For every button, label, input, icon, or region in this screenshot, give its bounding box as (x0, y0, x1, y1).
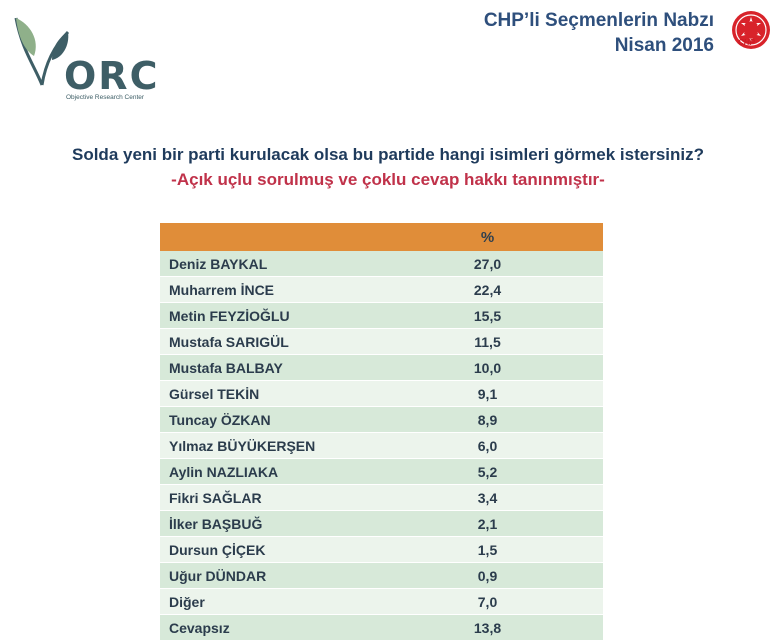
row-value-cell: 13,8 (473, 619, 502, 636)
row-name-cell: Aylin NAZLIAKA (169, 463, 279, 480)
table-row: Aylin NAZLIAKA 5,2 (160, 459, 603, 485)
table-row: Uğur DÜNDAR 0,9 (160, 563, 603, 589)
row-value-cell: 7,0 (477, 593, 498, 610)
table-row: İlker BAŞBUĞ 2,1 (160, 511, 603, 537)
row-name-cell: Muharrem İNCE (169, 281, 275, 298)
row-value-cell: 27,0 (473, 255, 502, 272)
table-row: Dursun ÇİÇEK 1,5 (160, 537, 603, 563)
report-title-line2: Nisan 2016 (614, 35, 714, 56)
report-title: CHP’li Seçmenlerin Nabzı Nisan 2016 (484, 8, 714, 58)
row-name-cell: Fikri SAĞLAR (169, 489, 262, 506)
orc-logo: ORC Objective Research Center (12, 10, 162, 101)
results-table: % Deniz BAYKAL 27,0 Muharrem İNCE 22,4 Metin… (160, 223, 603, 641)
table-row: Deniz BAYKAL 27,0 (160, 251, 603, 277)
row-value-cell: 15,5 (473, 307, 502, 324)
row-value-cell: 22,4 (473, 281, 502, 298)
row-value-cell: 0,9 (477, 567, 498, 584)
table-row: Gürsel TEKİN 9,1 (160, 381, 603, 407)
table-row: Cevapsız 13,8 (160, 615, 603, 641)
row-value-cell: 10,0 (473, 359, 502, 376)
logo-subtitle: Objective Research Center (66, 94, 145, 101)
row-value-cell: 11,5 (474, 333, 501, 350)
question-note: -Açık uçlu sorulmuş ve çoklu cevap hakkı… (171, 170, 605, 189)
row-name-cell: Cevapsız (169, 619, 230, 636)
row-name-cell: Tuncay ÖZKAN (169, 411, 271, 428)
table-row: Fikri SAĞLAR 3,4 (160, 485, 603, 511)
row-value-cell: 8,9 (477, 411, 498, 428)
table-row: Mustafa SARIGÜL 11,5 (160, 329, 603, 355)
report-title-line1: CHP’li Seçmenlerin Nabzı (483, 10, 714, 31)
chp-label: CHP (738, 38, 755, 47)
row-value-cell: 6,0 (477, 437, 498, 454)
table-row: Metin FEYZİOĞLU 15,5 (160, 303, 603, 329)
leaf-logo-icon (14, 17, 70, 86)
chp-emblem-icon (732, 11, 770, 49)
row-name-cell: İlker BAŞBUĞ (169, 515, 263, 532)
table-row: Diğer 7,0 (160, 589, 603, 615)
table-row: Mustafa BALBAY 10,0 (160, 355, 603, 381)
row-name-cell: Dursun ÇİÇEK (169, 541, 266, 558)
row-name-cell: Deniz BAYKAL (169, 255, 268, 272)
chp-logo: CHP (730, 8, 772, 60)
table-row: Muharrem İNCE 22,4 (160, 277, 603, 303)
row-name-cell: Mustafa SARIGÜL (169, 333, 289, 350)
question-text: Solda yeni bir parti kurulacak olsa bu p… (71, 145, 704, 164)
logo-wordmark: ORC (64, 54, 160, 98)
row-name-cell: Gürsel TEKİN (169, 385, 260, 402)
row-value-cell: 9,1 (477, 385, 498, 402)
row-name-cell: Mustafa BALBAY (169, 359, 283, 376)
table-row: Tuncay ÖZKAN 8,9 (160, 407, 603, 433)
row-value-cell: 1,5 (477, 541, 498, 558)
table-header: % (160, 223, 603, 251)
table-body: Deniz BAYKAL 27,0 Muharrem İNCE 22,4 Metin F… (160, 251, 603, 641)
row-name-cell: Metin FEYZİOĞLU (169, 307, 290, 324)
header-percent-cell: % (480, 228, 495, 246)
row-value-cell: 3,4 (477, 489, 498, 506)
table-row: Yılmaz BÜYÜKERŞEN 6,0 (160, 433, 603, 459)
row-name-cell: Uğur DÜNDAR (169, 567, 267, 584)
row-value-cell: 2,1 (477, 515, 498, 532)
row-name-cell: Diğer (169, 593, 205, 610)
row-name-cell: Yılmaz BÜYÜKERŞEN (169, 437, 316, 454)
row-value-cell: 5,2 (477, 463, 498, 480)
